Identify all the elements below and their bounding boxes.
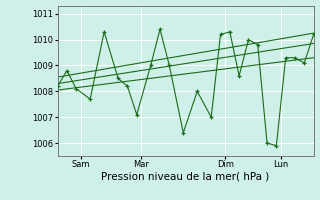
X-axis label: Pression niveau de la mer( hPa ): Pression niveau de la mer( hPa ) xyxy=(101,172,270,182)
